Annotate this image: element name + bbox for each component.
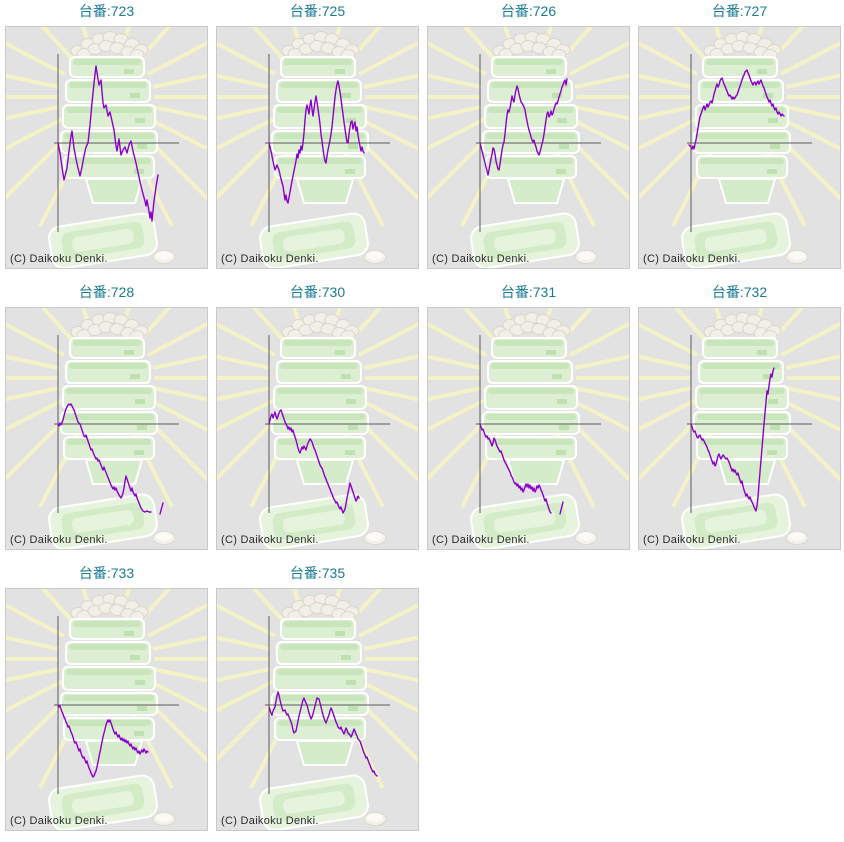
slump-chart: (C) Daikoku Denki.: [216, 588, 419, 831]
machine-title: 台番:732: [711, 284, 768, 300]
machine-title: 台番:728: [78, 284, 135, 300]
slump-line: [479, 78, 568, 176]
machine-title: 台番:727: [711, 3, 768, 19]
machine-title: 台番:726: [500, 3, 557, 19]
copyright-label: (C) Daikoku Denki.: [10, 534, 108, 546]
slump-chart: (C) Daikoku Denki.: [638, 307, 841, 550]
slump-line: [268, 409, 360, 514]
slump-chart: (C) Daikoku Denki.: [427, 26, 630, 269]
machine-watermark: [639, 27, 840, 268]
machine-watermark: [639, 308, 840, 549]
machine-watermark: [6, 27, 207, 268]
slump-chart: (C) Daikoku Denki.: [216, 26, 419, 269]
copyright-label: (C) Daikoku Denki.: [643, 534, 741, 546]
copyright-label: (C) Daikoku Denki.: [221, 815, 319, 827]
machine-title: 台番:733: [78, 565, 135, 581]
copyright-label: (C) Daikoku Denki.: [10, 253, 108, 265]
machine-panel: 台番:731 (C) Daikoku Denki.: [427, 283, 630, 550]
machine-watermark: [217, 589, 418, 830]
copyright-label: (C) Daikoku Denki.: [221, 253, 319, 265]
machine-title: 台番:735: [289, 565, 346, 581]
machine-watermark: [217, 27, 418, 268]
machine-title: 台番:725: [289, 3, 346, 19]
copyright-label: (C) Daikoku Denki.: [10, 815, 108, 827]
machine-panel: 台番:732 (C) Daikoku Denki.: [638, 283, 841, 550]
slump-chart: (C) Daikoku Denki.: [638, 26, 841, 269]
machine-watermark: [6, 589, 207, 830]
copyright-label: (C) Daikoku Denki.: [432, 253, 530, 265]
machine-title: 台番:723: [78, 3, 135, 19]
slump-chart: (C) Daikoku Denki.: [5, 307, 208, 550]
slump-line: [57, 704, 149, 778]
machine-panel: 台番:726 (C) Daikoku Denki.: [427, 2, 630, 269]
slump-line: [688, 69, 785, 150]
copyright-label: (C) Daikoku Denki.: [432, 534, 530, 546]
machine-watermark: [428, 308, 629, 549]
slump-line: [57, 65, 159, 222]
machine-watermark: [6, 308, 207, 549]
machine-panel: 台番:723 (C) Daikoku Denki.: [5, 2, 208, 269]
slump-chart: (C) Daikoku Denki.: [5, 588, 208, 831]
slump-line: [268, 80, 365, 204]
slump-chart: (C) Daikoku Denki.: [216, 307, 419, 550]
machine-title: 台番:730: [289, 284, 346, 300]
machine-title: 台番:731: [500, 284, 557, 300]
machine-panel: 台番:733 (C) Daikoku Denki.: [5, 564, 208, 831]
machine-watermark: [428, 27, 629, 268]
slump-line: [57, 403, 164, 515]
machine-panel: 台番:728 (C) Daikoku Denki.: [5, 283, 208, 550]
machine-panel: 台番:730 (C) Daikoku Denki.: [216, 283, 419, 550]
machine-panel: 台番:727 (C) Daikoku Denki.: [638, 2, 841, 269]
copyright-label: (C) Daikoku Denki.: [643, 253, 741, 265]
machine-watermark: [217, 308, 418, 549]
slump-line: [479, 423, 564, 515]
slump-line: [690, 367, 775, 512]
slump-line: [268, 691, 378, 777]
machine-panel: 台番:735 (C) Daikoku Denki.: [216, 564, 419, 831]
slump-chart: (C) Daikoku Denki.: [427, 307, 630, 550]
copyright-label: (C) Daikoku Denki.: [221, 534, 319, 546]
machine-panel: 台番:725 (C) Daikoku Denki.: [216, 2, 419, 269]
slump-chart: (C) Daikoku Denki.: [5, 26, 208, 269]
